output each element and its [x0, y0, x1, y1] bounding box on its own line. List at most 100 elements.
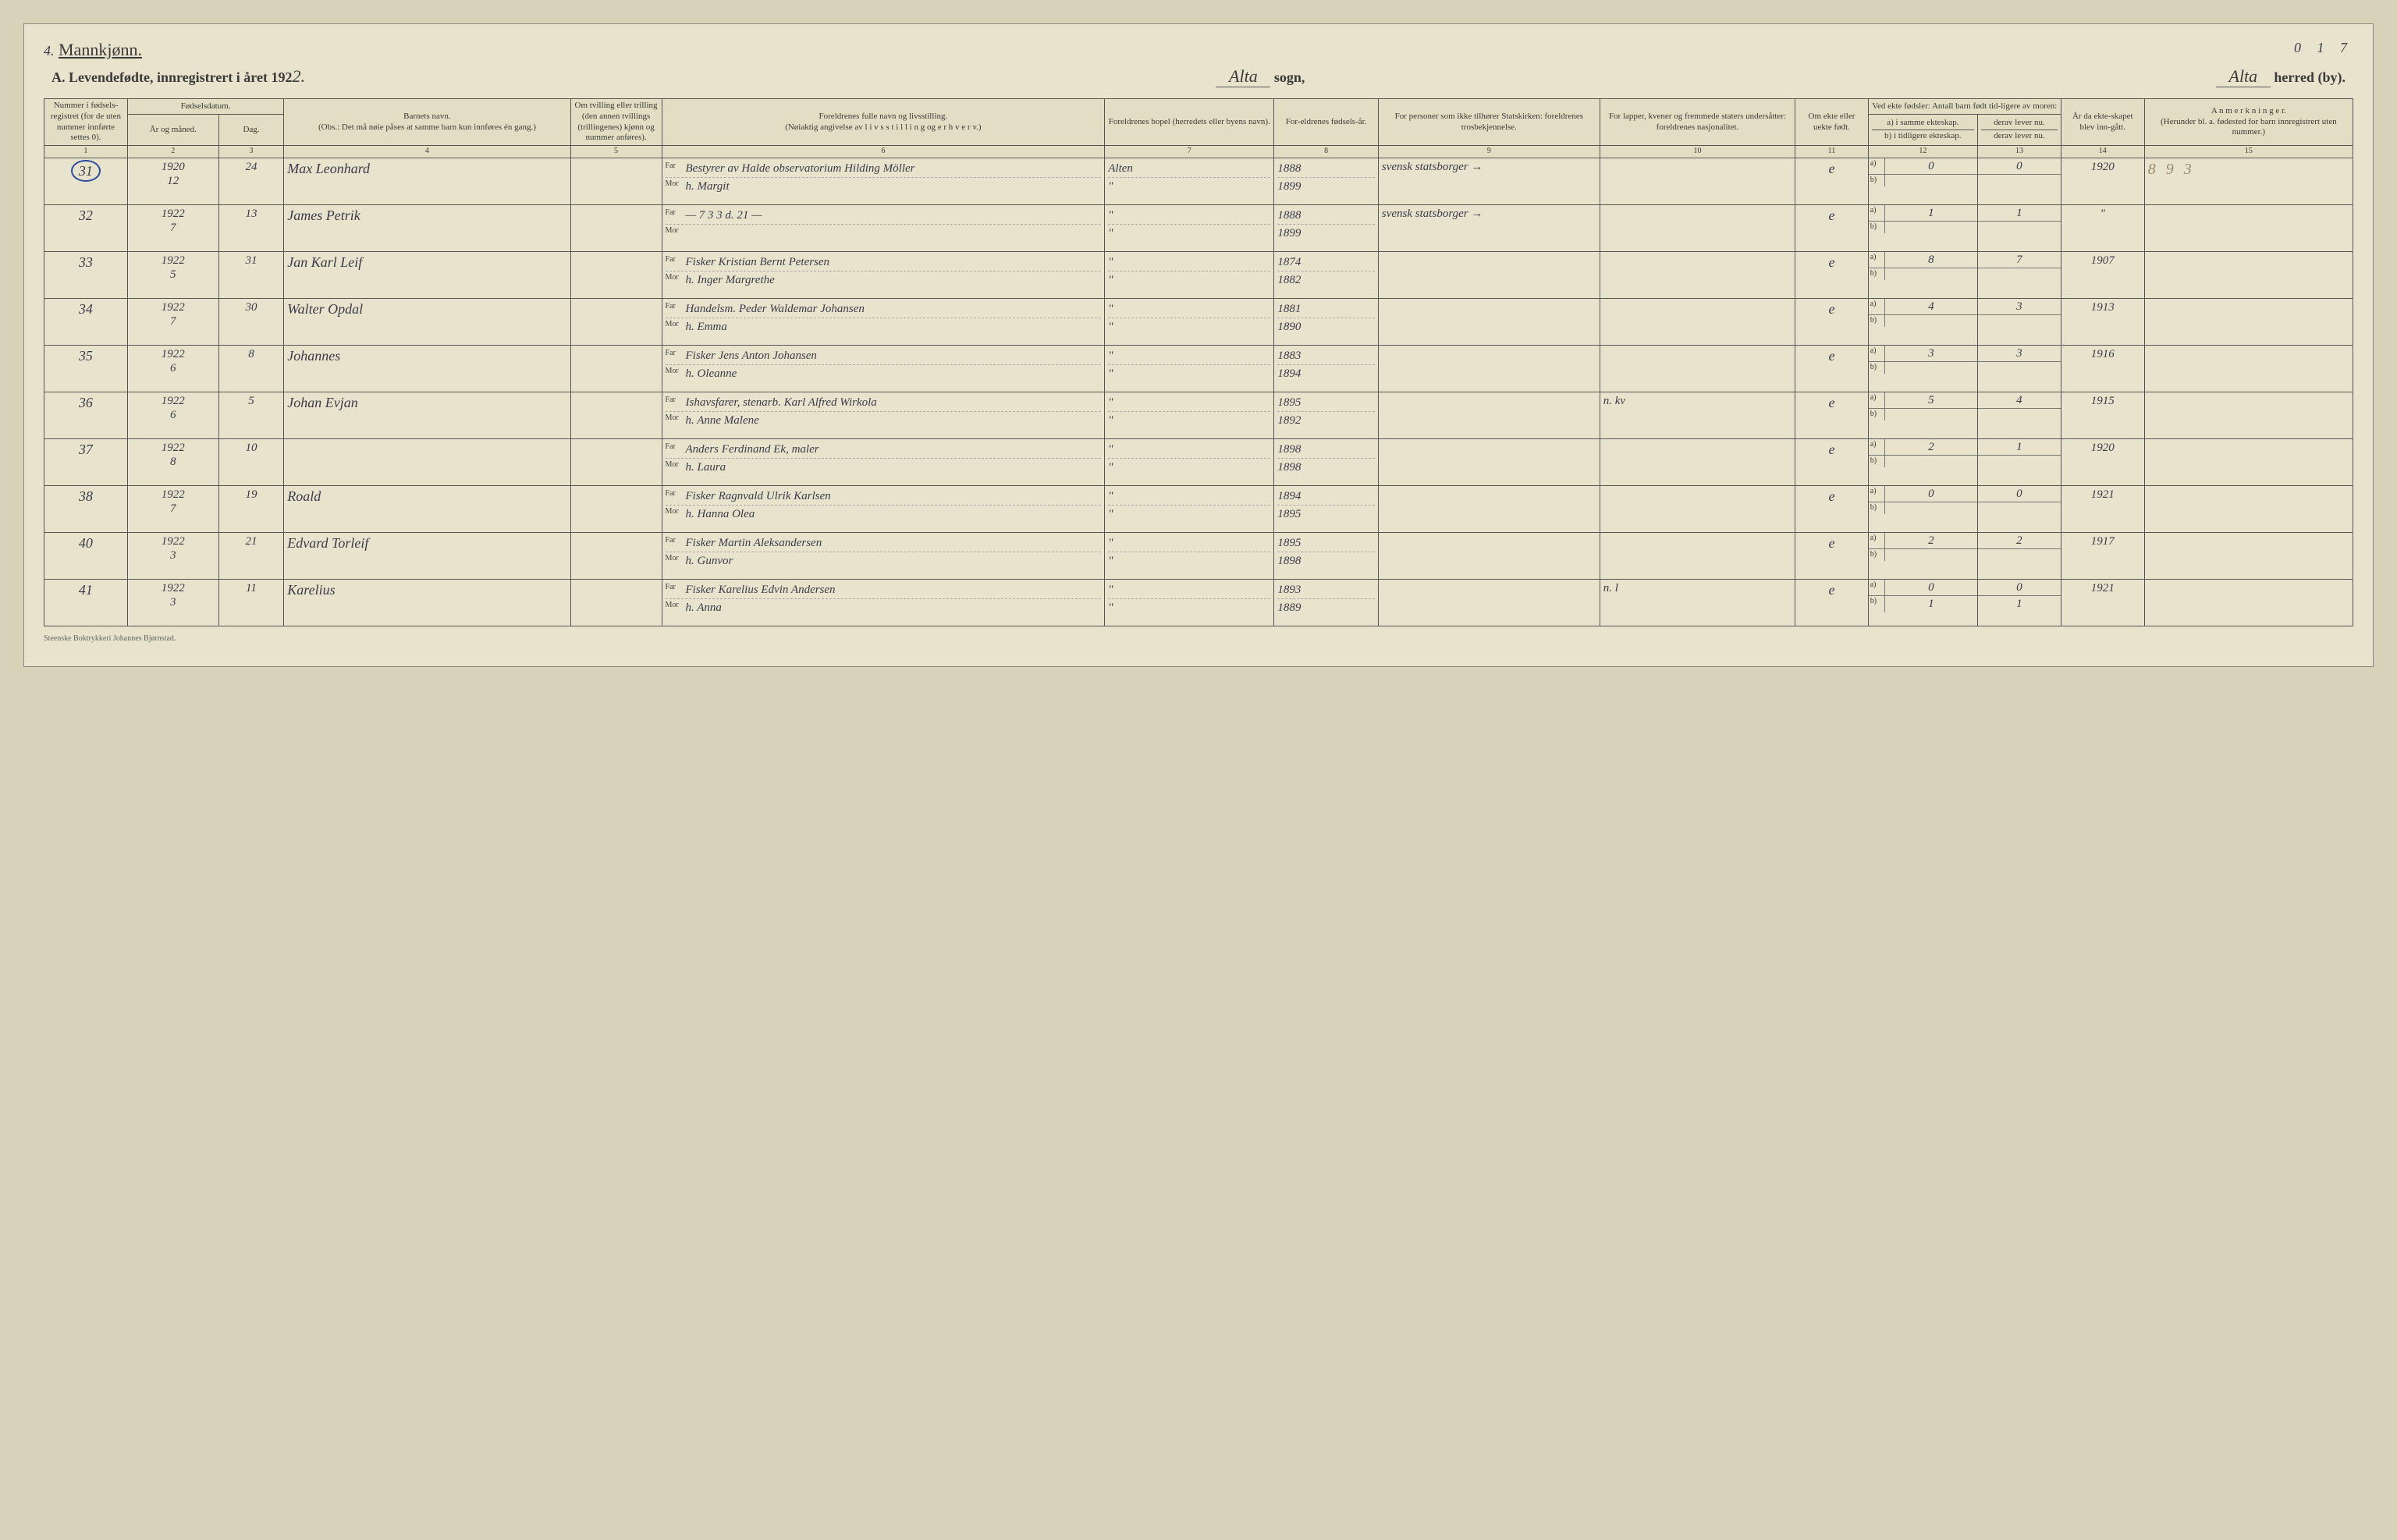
mor-label: Mor [666, 413, 686, 424]
b-val [1885, 362, 1977, 374]
parent-years-cell: 18951898 [1274, 532, 1379, 579]
birth-year-month: 1922 8 [127, 438, 218, 485]
table-row: 381922 719RoaldFarFisker Ragnvald Ulrik … [44, 485, 2353, 532]
b-label: b) [1869, 596, 1885, 612]
cn-5: 5 [570, 146, 662, 158]
living-children-cell: 1 [1977, 204, 2061, 251]
parent-years-cell: 18881899 [1274, 158, 1379, 204]
ekte-cell: e [1795, 345, 1869, 392]
entry-number: 33 [44, 251, 128, 298]
ekte-cell: e [1795, 579, 1869, 626]
herred-value: Alta [2216, 66, 2271, 87]
bopel-far: " [1108, 534, 1270, 553]
cn-10: 10 [1600, 146, 1795, 158]
marriage-year-cell: 1921 [2061, 485, 2144, 532]
b13-val [1978, 409, 2061, 410]
twin-cell [570, 158, 662, 204]
tros-cell: svensk statsborger → [1378, 158, 1600, 204]
sogn-group: Alta sogn, [1216, 66, 1305, 87]
mother-year: 1899 [1277, 225, 1375, 243]
a-label: a) [1869, 533, 1885, 549]
mother-year: 1898 [1277, 552, 1375, 570]
a-val: 0 [1885, 158, 1977, 175]
h-c13: derav lever nu. derav lever nu. [1977, 115, 2061, 146]
page-number-left: 4. [44, 43, 55, 59]
entry-number: 37 [44, 438, 128, 485]
cn-11: 11 [1795, 146, 1869, 158]
bopel-cell: "" [1105, 485, 1274, 532]
b13-val [1978, 315, 2061, 317]
gender-heading: Mannkjønn. [59, 40, 142, 59]
table-body: 311920 1224Max LeonhardFarBestyrer av Ha… [44, 158, 2353, 626]
marriage-year-cell: 1916 [2061, 345, 2144, 392]
mother-year: 1882 [1277, 271, 1375, 289]
sogn-label: sogn, [1274, 69, 1305, 85]
parents-cell: FarFisker Ragnvald Ulrik KarlsenMorh. Ha… [662, 485, 1105, 532]
mother-text: h. Gunvor [686, 555, 733, 567]
child-name: Walter Opdal [284, 298, 570, 345]
bopel-far: " [1108, 394, 1270, 413]
prev-children-cell: a)0b)1 [1868, 579, 1977, 626]
table-row: 341922 730Walter OpdalFarHandelsm. Peder… [44, 298, 2353, 345]
prev-children-cell: a)0b) [1868, 158, 1977, 204]
mor-label: Mor [666, 507, 686, 517]
bopel-mor: " [1108, 506, 1270, 523]
bopel-cell: "" [1105, 298, 1274, 345]
mother-text: h. Hanna Olea [686, 508, 755, 520]
father-text: Fisker Kristian Bernt Petersen [686, 256, 830, 268]
parents-cell: FarFisker Kristian Bernt PetersenMorh. I… [662, 251, 1105, 298]
title-row: A. Levendefødte, innregistrert i året 19… [44, 66, 2353, 87]
h-c13b: derav lever nu. [1981, 130, 2058, 143]
bopel-far: " [1108, 347, 1270, 366]
twin-cell [570, 345, 662, 392]
birth-day: 19 [218, 485, 283, 532]
nationality-cell [1600, 485, 1795, 532]
h-c13a: derav lever nu. [1981, 117, 2058, 130]
nationality-cell [1600, 298, 1795, 345]
a-val: 0 [1885, 486, 1977, 502]
living-children-cell: 3 [1977, 345, 2061, 392]
a13-val: 7 [1978, 252, 2061, 268]
cn-7: 7 [1105, 146, 1274, 158]
tros-cell [1378, 392, 1600, 438]
b-val [1885, 315, 1977, 327]
nationality-cell [1600, 345, 1795, 392]
mother-text: h. Emma [686, 321, 727, 333]
twin-cell [570, 532, 662, 579]
parents-cell: Far— 7 3 3 d. 21 —Mor [662, 204, 1105, 251]
entry-number: 31 [44, 158, 128, 204]
h-c4: Barnets navn. (Obs.: Det må nøie påses a… [284, 99, 570, 146]
birth-year-month: 1922 6 [127, 345, 218, 392]
tros-cell: svensk statsborger → [1378, 204, 1600, 251]
prev-children-cell: a)3b) [1868, 345, 1977, 392]
h-c2: År og måned. [127, 115, 218, 146]
bopel-far: " [1108, 441, 1270, 460]
far-label: Far [666, 489, 686, 499]
h-c1: Nummer i fødsels-registret (for de uten … [44, 99, 128, 146]
mor-label: Mor [666, 273, 686, 283]
cn-9: 9 [1378, 146, 1600, 158]
b-val [1885, 268, 1977, 280]
mother-year: 1895 [1277, 506, 1375, 523]
far-label: Far [666, 442, 686, 452]
register-page: 4. Mannkjønn. 0 1 7 A. Levendefødte, inn… [23, 23, 2374, 667]
bopel-far: Alten [1108, 160, 1270, 179]
marriage-year-cell: 1915 [2061, 392, 2144, 438]
a13-val: 0 [1978, 486, 2061, 502]
b-val [1885, 502, 1977, 514]
remarks-cell: 8 9 3 [2144, 158, 2353, 204]
ekte-cell: e [1795, 251, 1869, 298]
bopel-far: " [1108, 581, 1270, 600]
sogn-value: Alta [1216, 66, 1270, 87]
h-c7: Foreldrenes bopel (herredets eller byens… [1105, 99, 1274, 146]
parent-years-cell: 18881899 [1274, 204, 1379, 251]
cn-2: 2 [127, 146, 218, 158]
table-row: 411922 311KareliusFarFisker Karelius Edv… [44, 579, 2353, 626]
tros-cell [1378, 251, 1600, 298]
mother-text: h. Anne Malene [686, 414, 759, 427]
parents-cell: FarFisker Jens Anton JohansenMorh. Olean… [662, 345, 1105, 392]
father-text: Fisker Karelius Edvin Andersen [686, 584, 836, 596]
mor-label: Mor [666, 554, 686, 564]
b-val [1885, 175, 1977, 186]
parent-years-cell: 18941895 [1274, 485, 1379, 532]
